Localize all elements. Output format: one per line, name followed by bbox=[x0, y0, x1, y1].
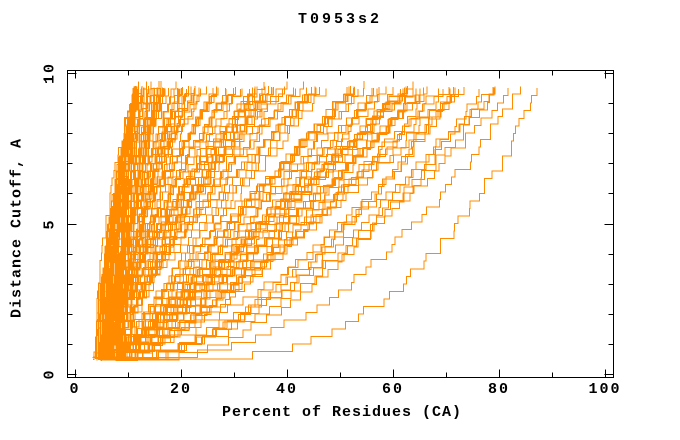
model-accuracy-curve bbox=[119, 87, 373, 360]
model-accuracy-curve bbox=[108, 88, 460, 361]
model-accuracy-curve bbox=[105, 87, 380, 359]
model-accuracy-curve bbox=[113, 87, 456, 360]
model-accuracy-curve bbox=[118, 86, 274, 358]
model-accuracy-curve bbox=[124, 88, 243, 360]
x-tick-label: 40 bbox=[275, 381, 299, 398]
y-tick-label: 5 bbox=[41, 217, 59, 230]
model-accuracy-curve bbox=[116, 87, 145, 359]
model-accuracy-curve bbox=[110, 87, 137, 359]
model-accuracy-curve bbox=[115, 88, 327, 360]
model-accuracy-curve bbox=[107, 86, 521, 358]
model-accuracy-curve bbox=[108, 86, 387, 358]
x-tick-label: 60 bbox=[381, 381, 405, 398]
model-accuracy-curve bbox=[121, 89, 480, 361]
model-accuracy-curve bbox=[124, 88, 509, 360]
y-tick-label: 0 bbox=[41, 368, 59, 380]
chart-title: T0953s2 bbox=[297, 11, 383, 28]
model-accuracy-curve bbox=[108, 89, 402, 361]
model-accuracy-curve bbox=[117, 89, 151, 361]
x-tick-label: 20 bbox=[169, 381, 193, 398]
model-accuracy-curve bbox=[110, 86, 428, 358]
model-accuracy-curve bbox=[107, 88, 169, 360]
model-accuracy-curve bbox=[123, 88, 538, 360]
y-tick-label: 10 bbox=[41, 61, 59, 85]
model-accuracy-curve bbox=[120, 86, 217, 359]
model-accuracy-curve bbox=[121, 87, 253, 359]
model-accuracy-curve bbox=[94, 87, 135, 359]
model-accuracy-curve bbox=[106, 86, 351, 358]
x-axis-label: Percent of Residues (CA) bbox=[221, 404, 463, 421]
x-tick-label: 0 bbox=[69, 381, 81, 398]
model-accuracy-curve bbox=[118, 81, 162, 360]
model-accuracy-curve bbox=[104, 86, 316, 358]
y-axis-label: Distance Cutoff, A bbox=[8, 137, 26, 319]
model-accuracy-curve bbox=[124, 86, 269, 357]
model-accuracy-curve bbox=[116, 88, 138, 360]
x-tick-label: 100 bbox=[588, 381, 622, 398]
model-accuracy-curve bbox=[114, 81, 414, 361]
x-tick-label: 80 bbox=[487, 381, 511, 398]
model-accuracy-curve bbox=[103, 88, 251, 361]
model-accuracy-curve bbox=[107, 86, 285, 359]
model-accuracy-curve bbox=[111, 86, 192, 359]
